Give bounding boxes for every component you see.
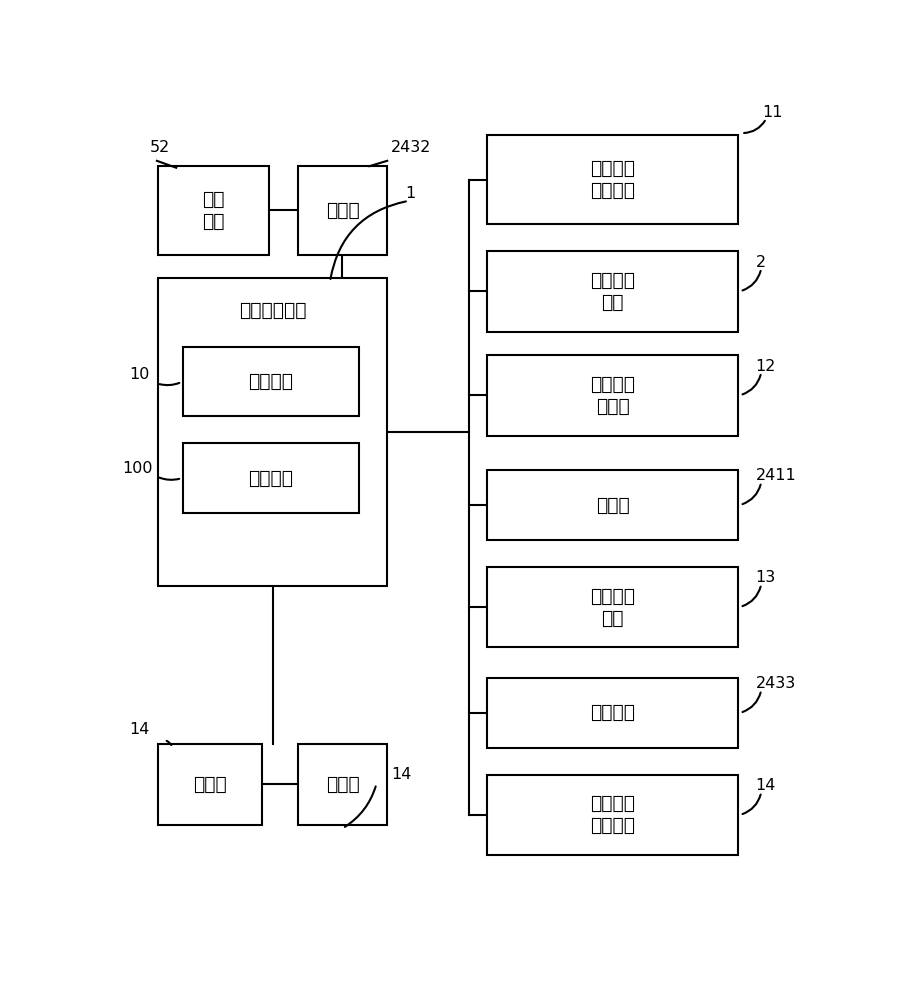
Text: 冷却风扇: 冷却风扇: [590, 703, 635, 722]
Text: 52: 52: [150, 140, 170, 155]
Text: 100: 100: [123, 461, 153, 476]
Text: 控环境检
测装置: 控环境检 测装置: [590, 375, 635, 416]
Text: 电控阀: 电控阀: [595, 495, 629, 514]
Bar: [487, 567, 737, 647]
Bar: [487, 470, 737, 540]
Text: 控制装置: 控制装置: [248, 372, 294, 391]
Text: 10: 10: [129, 367, 150, 382]
Bar: [184, 347, 358, 416]
Text: 14: 14: [129, 722, 150, 737]
Bar: [298, 166, 387, 255]
Text: 13: 13: [756, 570, 776, 585]
Text: 2: 2: [756, 255, 766, 270]
Text: 温度调节
装置: 温度调节 装置: [590, 271, 635, 312]
Text: 温度检测
装置: 温度检测 装置: [590, 587, 635, 628]
Text: 关断阀: 关断阀: [326, 775, 359, 794]
Text: 2433: 2433: [756, 676, 796, 691]
Text: 计算装置: 计算装置: [248, 469, 294, 488]
Bar: [487, 678, 737, 748]
Bar: [159, 278, 388, 586]
Text: 导热泵: 导热泵: [193, 775, 227, 794]
Bar: [184, 443, 358, 513]
Bar: [487, 355, 737, 436]
Text: 环境湿度
检测装置: 环境湿度 检测装置: [590, 794, 635, 835]
Bar: [159, 744, 262, 825]
Text: 11: 11: [762, 105, 784, 120]
Bar: [487, 774, 737, 855]
Text: 1: 1: [405, 186, 415, 201]
Text: 14: 14: [390, 767, 411, 782]
Bar: [159, 166, 270, 255]
Text: 冷却
水泵: 冷却 水泵: [202, 190, 225, 231]
Text: 冷却阀: 冷却阀: [326, 201, 359, 220]
Text: 中心处理装置: 中心处理装置: [239, 301, 306, 320]
Bar: [487, 135, 737, 224]
Bar: [298, 744, 387, 825]
Text: 12: 12: [756, 359, 776, 374]
Text: 电池状态
监测装置: 电池状态 监测装置: [590, 159, 635, 200]
Text: 2411: 2411: [756, 468, 797, 483]
Text: 2432: 2432: [390, 140, 431, 155]
Bar: [487, 251, 737, 332]
Text: 14: 14: [756, 778, 776, 793]
